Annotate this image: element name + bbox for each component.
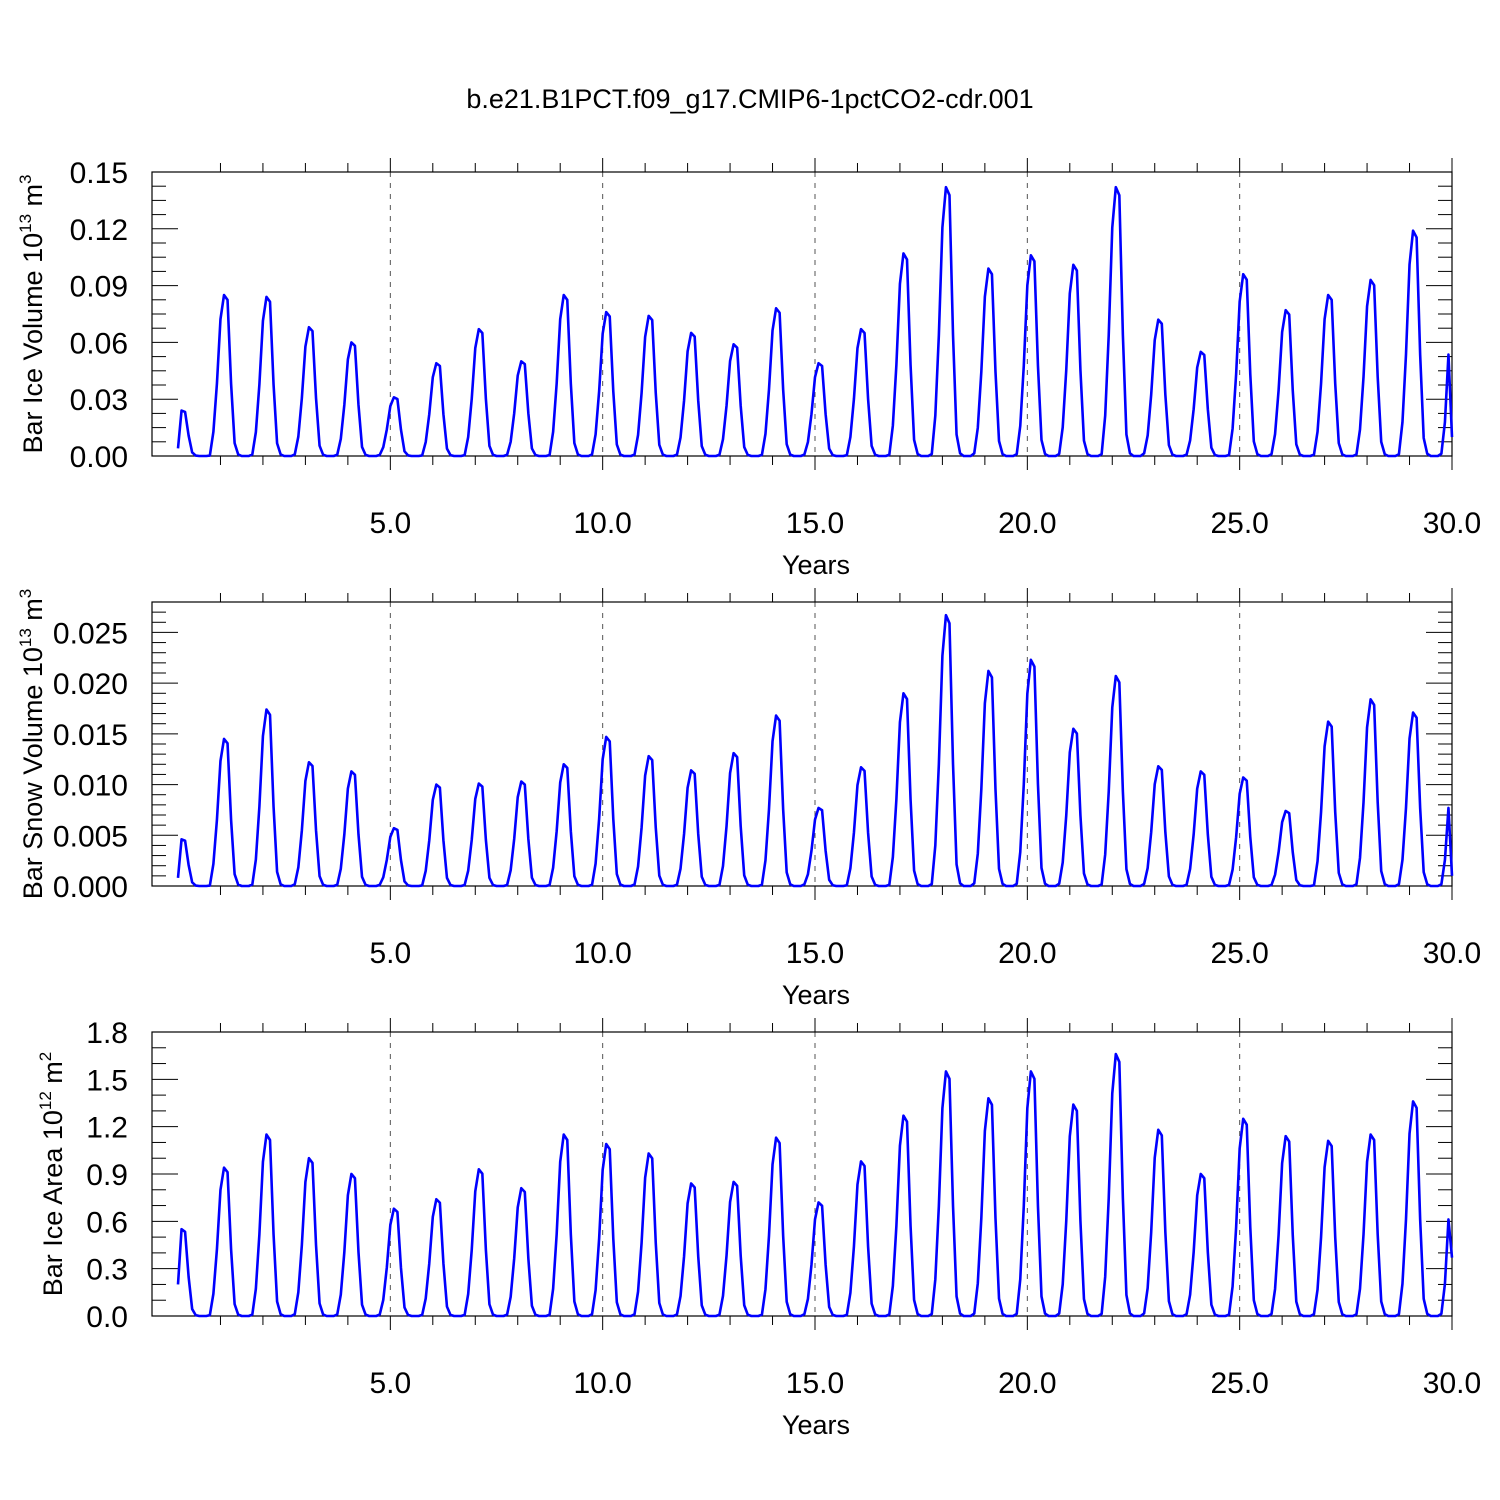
x-axis-title: Years <box>782 1410 850 1440</box>
plot-frame <box>151 1031 1453 1317</box>
y-tick-label: 0.010 <box>53 770 128 803</box>
x-tick-label: 15.0 <box>786 937 844 970</box>
plot-frame <box>151 601 1453 887</box>
y-axis-title: Bar Ice Area 1012 m2 <box>36 1052 68 1297</box>
y-axis-title: Bar Ice Volume 1013 m3 <box>16 174 48 453</box>
plot-frame <box>151 171 1453 457</box>
x-tick-label: 20.0 <box>998 937 1056 970</box>
y-tick-label: 0.025 <box>53 617 128 650</box>
series-line <box>176 1052 1454 1318</box>
y-axis-title: Bar Snow Volume 1013 m3 <box>16 589 48 900</box>
x-tick-label: 20.0 <box>998 1367 1056 1400</box>
y-tick-label: 1.2 <box>86 1112 128 1145</box>
x-tick-label: 10.0 <box>573 1367 631 1400</box>
y-tick-label: 0.015 <box>53 719 128 752</box>
y-tick-label: 0.03 <box>70 384 128 417</box>
x-tick-label: 10.0 <box>573 937 631 970</box>
y-tick-label: 0.005 <box>53 820 128 853</box>
x-tick-label: 5.0 <box>369 1367 411 1400</box>
y-tick-label: 0.12 <box>70 214 128 247</box>
x-tick-label: 25.0 <box>1210 1367 1268 1400</box>
series-line <box>176 613 1454 888</box>
x-tick-label: 30.0 <box>1423 1367 1481 1400</box>
y-tick-label: 0.00 <box>70 441 128 474</box>
x-tick-label: 20.0 <box>998 507 1056 540</box>
x-tick-label: 5.0 <box>369 937 411 970</box>
y-tick-label: 0.020 <box>53 668 128 701</box>
series-line <box>176 185 1454 458</box>
panel-ice-area: 5.0 10.0 15.0 20.0 25.0 30.0 0.0 0.3 0.6 0.9 1.2 1.… <box>36 1017 1481 1440</box>
chart-panels: 5.0 10.0 15.0 20.0 25.0 30.0 0.00 0.03 0.06 0.09 0… <box>16 157 1481 1440</box>
x-tick-label: 30.0 <box>1423 507 1481 540</box>
y-tick-label: 0.15 <box>70 157 128 190</box>
panel-ice-volume: 5.0 10.0 15.0 20.0 25.0 30.0 0.00 0.03 0.06 0.09 0… <box>16 157 1481 580</box>
y-tick-label: 0.0 <box>86 1301 128 1334</box>
x-tick-label: 25.0 <box>1210 507 1268 540</box>
x-axis-title: Years <box>782 980 850 1010</box>
y-tick-label: 1.5 <box>86 1064 128 1097</box>
x-tick-label: 10.0 <box>573 507 631 540</box>
y-tick-label: 0.000 <box>53 871 128 904</box>
y-tick-label: 0.9 <box>86 1159 128 1192</box>
x-tick-label: 5.0 <box>369 507 411 540</box>
chart-title: b.e21.B1PCT.f09_g17.CMIP6-1pctCO2-cdr.00… <box>466 84 1033 114</box>
y-tick-label: 0.3 <box>86 1254 128 1287</box>
panel-snow-volume: 5.0 10.0 15.0 20.0 25.0 30.0 0.000 0.005 0.010 0.… <box>16 588 1481 1010</box>
x-tick-label: 15.0 <box>786 1367 844 1400</box>
y-tick-label: 0.09 <box>70 271 128 304</box>
y-tick-label: 0.06 <box>70 327 128 360</box>
x-tick-label: 30.0 <box>1423 937 1481 970</box>
y-tick-label: 1.8 <box>86 1017 128 1050</box>
y-tick-label: 0.6 <box>86 1206 128 1239</box>
x-tick-label: 25.0 <box>1210 937 1268 970</box>
x-tick-label: 15.0 <box>786 507 844 540</box>
x-axis-title: Years <box>782 550 850 580</box>
